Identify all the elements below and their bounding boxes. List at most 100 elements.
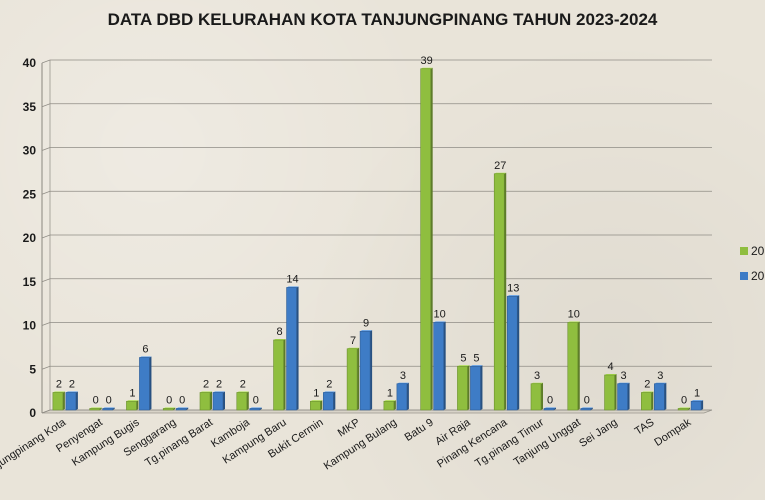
bar-side bbox=[370, 330, 373, 410]
bar-front bbox=[617, 383, 628, 411]
bar-front bbox=[359, 330, 371, 411]
bar bbox=[690, 400, 704, 411]
bar-side bbox=[541, 382, 543, 410]
y-tick-label: 35 bbox=[23, 100, 37, 114]
bar-side bbox=[517, 295, 520, 410]
bar bbox=[457, 365, 470, 411]
y-tick-label: 5 bbox=[29, 362, 36, 376]
bar-side bbox=[467, 365, 470, 410]
bar-front bbox=[286, 287, 297, 411]
bar bbox=[530, 382, 543, 411]
data-label: 0 bbox=[253, 395, 259, 407]
x-tick-label: Tg.pinang Barat bbox=[143, 416, 215, 469]
bar bbox=[175, 407, 189, 411]
bar bbox=[604, 374, 617, 411]
bar-front bbox=[470, 365, 481, 411]
bar bbox=[249, 407, 262, 411]
bar-side bbox=[443, 321, 446, 410]
data-label: 2 bbox=[644, 379, 650, 391]
bar-side bbox=[688, 407, 691, 410]
data-label: 10 bbox=[434, 309, 446, 321]
data-label: 0 bbox=[106, 395, 112, 407]
data-label: 0 bbox=[93, 395, 99, 407]
y-tick-label: 40 bbox=[23, 56, 37, 70]
gridline bbox=[41, 365, 712, 370]
x-tick-label: Kampung Baru bbox=[221, 416, 289, 466]
gridline bbox=[41, 190, 712, 195]
bar-front bbox=[457, 365, 468, 411]
bar bbox=[162, 407, 176, 411]
bar-side bbox=[701, 400, 704, 410]
y-tick-label: 20 bbox=[23, 231, 37, 245]
bar bbox=[677, 407, 691, 411]
data-label: 2 bbox=[203, 379, 209, 391]
legend-swatch bbox=[740, 247, 748, 255]
gridline bbox=[41, 409, 712, 414]
bar-front bbox=[654, 383, 665, 411]
data-label: 2 bbox=[69, 379, 75, 391]
bar-side bbox=[320, 400, 323, 410]
bar-side bbox=[296, 286, 299, 410]
data-label: 13 bbox=[507, 282, 519, 294]
bar-side bbox=[664, 382, 667, 410]
bar bbox=[580, 407, 593, 411]
x-tick-label: Dompak bbox=[652, 416, 693, 449]
bar-front bbox=[126, 400, 137, 411]
bar bbox=[433, 321, 446, 411]
bar-side bbox=[406, 382, 409, 410]
data-label: 1 bbox=[387, 387, 393, 399]
bar bbox=[323, 391, 336, 411]
bar-side bbox=[480, 365, 483, 410]
data-label: 14 bbox=[286, 274, 298, 286]
bar-side bbox=[283, 339, 286, 410]
bar-side bbox=[210, 391, 212, 410]
bar-front bbox=[212, 392, 224, 411]
bar-front bbox=[383, 400, 395, 411]
bar bbox=[139, 356, 152, 411]
bar-side bbox=[223, 391, 225, 410]
bar-side bbox=[504, 172, 507, 410]
bar-front bbox=[65, 392, 77, 411]
bar bbox=[506, 295, 520, 411]
data-label: 1 bbox=[313, 387, 319, 399]
bar-front bbox=[236, 392, 248, 411]
y-tick-label: 10 bbox=[23, 319, 37, 333]
bar-side bbox=[590, 407, 593, 410]
bar bbox=[396, 382, 409, 411]
bar-side bbox=[577, 321, 580, 410]
x-tick-label: Sei Jang bbox=[577, 416, 619, 449]
data-label: 8 bbox=[276, 326, 282, 338]
bar-front bbox=[543, 408, 555, 411]
bar bbox=[236, 391, 249, 411]
bar-front bbox=[346, 348, 358, 411]
bar-front bbox=[567, 322, 579, 411]
bar-front bbox=[677, 408, 689, 411]
bar-side bbox=[651, 391, 654, 410]
bar-front bbox=[175, 408, 187, 411]
bar bbox=[470, 365, 483, 411]
data-label: 1 bbox=[694, 387, 700, 399]
legend-label: 20 bbox=[751, 269, 765, 283]
bar-side bbox=[149, 356, 152, 410]
bar-side bbox=[333, 391, 336, 410]
data-label: 10 bbox=[568, 309, 580, 321]
bar bbox=[65, 391, 78, 411]
bar bbox=[310, 400, 323, 411]
data-label: 3 bbox=[657, 370, 663, 382]
chart-title: DATA DBD KELURAHAN KOTA TANJUNGPINANG TA… bbox=[107, 10, 658, 29]
bar-side bbox=[246, 391, 249, 410]
gridline bbox=[41, 234, 712, 239]
bar bbox=[359, 330, 373, 411]
bar bbox=[543, 407, 556, 411]
data-label: 2 bbox=[326, 379, 332, 391]
bar-front bbox=[139, 357, 150, 411]
bar-side bbox=[186, 407, 189, 410]
bar-front bbox=[506, 295, 518, 411]
bar bbox=[126, 400, 139, 411]
data-label: 7 bbox=[350, 335, 356, 347]
data-label: 5 bbox=[473, 352, 479, 364]
data-label: 39 bbox=[421, 55, 433, 67]
bar-front bbox=[690, 400, 702, 411]
data-label: 5 bbox=[460, 352, 466, 364]
x-tick-label: TAS bbox=[633, 416, 657, 437]
